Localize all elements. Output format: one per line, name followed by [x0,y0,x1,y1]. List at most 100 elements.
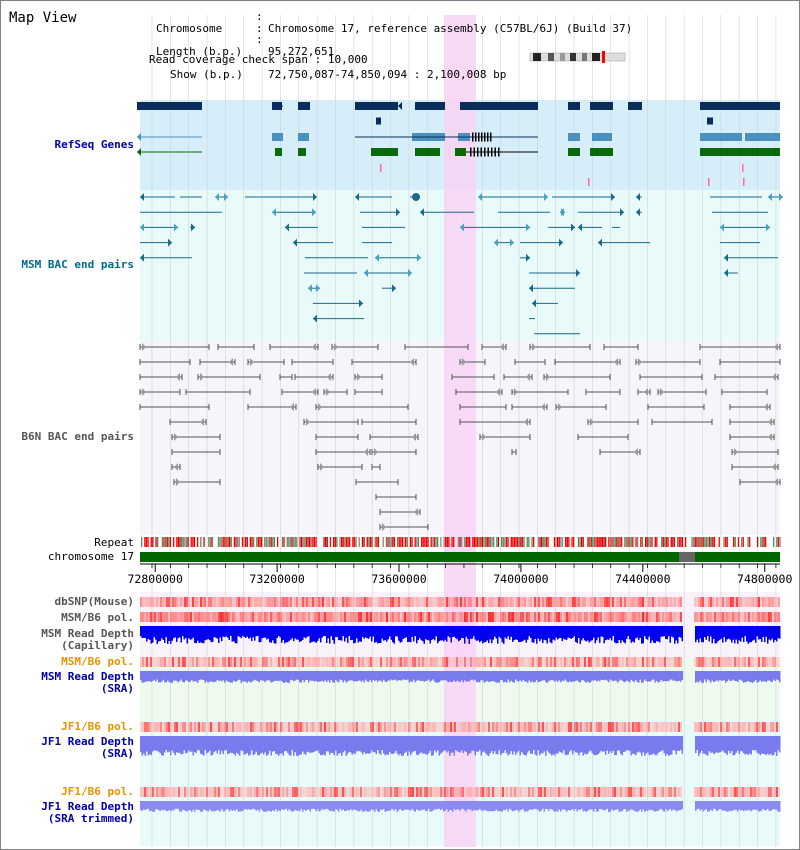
label-msm-b6-pol-1[interactable]: MSM/B6 pol. [61,611,134,624]
coverage-span-value: 10,000 [327,52,368,66]
dbsnp-heat [560,597,562,607]
jf1-depth-sra-bar [152,736,154,752]
repeat-mark [475,537,477,547]
axis-tick-label: 73200000 [249,572,305,586]
jf1-depth-trim-bar [656,801,658,811]
msm-depth-sra-bar [429,671,431,683]
msm-pol-heat [230,612,232,622]
msm-depth-cap-bar [246,626,248,637]
label-dbsnp[interactable]: dbSNP(Mouse) [54,595,134,608]
jf1-depth-trim-bar [144,801,146,811]
msm-depth-cap-bar [225,626,227,637]
msm-depth-cap-bar [182,626,184,637]
msm-depth-sra-bar [750,671,752,683]
msm-depth-sra-bar [308,671,310,683]
jf1-depth-sra-bar [272,736,274,752]
msm-pol-sra-heat [602,657,604,667]
jf1-pol-heat [280,722,282,732]
msm-pol-sra-heat [284,657,286,667]
msm-depth-sra-bar [492,671,494,682]
jf1-depth-sra-bar [357,736,359,752]
jf1-depth-trim-bar [698,801,700,809]
jf1-pol-heat [674,722,676,732]
repeat-mark [773,537,775,547]
dbsnp-heat [368,597,370,607]
msm-pol-heat [516,612,518,622]
jf1-pol-heat [194,722,196,732]
jf1-pol-heat [632,722,634,732]
msm-depth-cap-bar [509,626,511,640]
msm-depth-cap-bar [677,626,679,644]
dbsnp-heat [294,597,296,607]
msm-pol-sra-heat [658,657,660,667]
label-jf1-b6-pol-2[interactable]: JF1/B6 pol. [61,785,134,798]
dbsnp-heat [604,597,606,607]
jf1-pol-trim-heat [260,787,262,797]
label-msm-b6-pol-2[interactable]: MSM/B6 pol. [61,655,134,668]
label-refseq-genes[interactable]: RefSeq Genes [54,138,134,151]
b6n-bac-end [374,448,378,456]
msm-depth-sra-bar [453,671,455,681]
msm-pol-heat [400,612,402,622]
jf1-pol-heat [428,722,430,732]
msm-depth-sra-bar [291,671,293,681]
msm-pol-heat [702,612,704,622]
msm-depth-cap-bar [734,626,736,644]
jf1-pol-trim-heat [462,787,464,797]
msm-depth-cap-bar [540,626,542,640]
msm-depth-sra-bar [482,671,484,681]
jf1-depth-trim-bar [174,801,176,809]
dbsnp-heat [320,597,322,607]
label-jf1-b6-pol-1[interactable]: JF1/B6 pol. [61,720,134,733]
msm-depth-cap-bar [710,626,712,637]
jf1-pol-heat [622,722,624,732]
jf1-depth-sra-bar [447,736,449,752]
msm-pol-heat [546,612,548,622]
msm-depth-cap-bar [333,626,335,644]
jf1-pol-heat [160,722,162,732]
jf1-depth-sra-bar [297,736,299,756]
jf1-depth-trim-bar [195,801,197,810]
repeat-mark [664,537,666,547]
jf1-depth-trim-bar [360,801,362,810]
msm-pol-sra-heat [312,657,314,667]
jf1-depth-sra-bar [354,736,356,755]
msm-depth-sra-bar [756,671,758,683]
msm-depth-cap-bar [494,626,496,637]
msm-bac-end [559,238,563,247]
msm-depth-sra-bar [243,671,245,682]
label-msm-bac[interactable]: MSM BAC end pairs [21,258,134,271]
jf1-pol-trim-heat [402,787,404,797]
msm-depth-sra-bar [620,671,622,680]
label-jf1-depth-sra-1[interactable]: JF1 Read Depth [41,735,134,748]
msm-depth-cap-bar [702,626,704,643]
msm-depth-sra-bar [668,671,670,682]
jf1-pol-heat [486,722,488,732]
jf1-pol-heat [424,722,426,732]
msm-pol-sra-heat [494,657,496,667]
jf1-pol-heat [704,722,706,732]
jf1-depth-trim-bar [764,801,766,810]
label-msm-depth-cap-1[interactable]: MSM Read Depth [41,627,134,640]
jf1-depth-trim-bar [648,801,650,810]
repeat-mark [701,537,703,547]
msm-depth-cap-bar [336,626,338,638]
repeat-mark [691,537,693,547]
msm-depth-sra-bar [609,671,611,680]
jf1-pol-trim-heat [702,787,704,797]
label-msm-depth-sra-1[interactable]: MSM Read Depth [41,670,134,683]
jf1-depth-sra-bar [383,736,385,754]
jf1-depth-trim-bar [518,801,520,812]
jf1-depth-sra-bar [731,736,733,751]
msm-depth-sra-bar [231,671,233,683]
jf1-pol-trim-heat [436,787,438,797]
msm-pol-sra-heat [444,657,446,667]
label-jf1-depth-trim-1[interactable]: JF1 Read Depth [41,800,134,813]
msm-pol-heat [508,612,510,622]
msm-depth-cap-bar [498,626,500,637]
msm-pol-sra-heat [228,657,230,667]
label-b6n-bac[interactable]: B6N BAC end pairs [21,430,134,443]
jf1-depth-trim-bar [315,801,317,812]
dbsnp-heat [548,597,550,607]
msm-pol-sra-heat [508,657,510,667]
